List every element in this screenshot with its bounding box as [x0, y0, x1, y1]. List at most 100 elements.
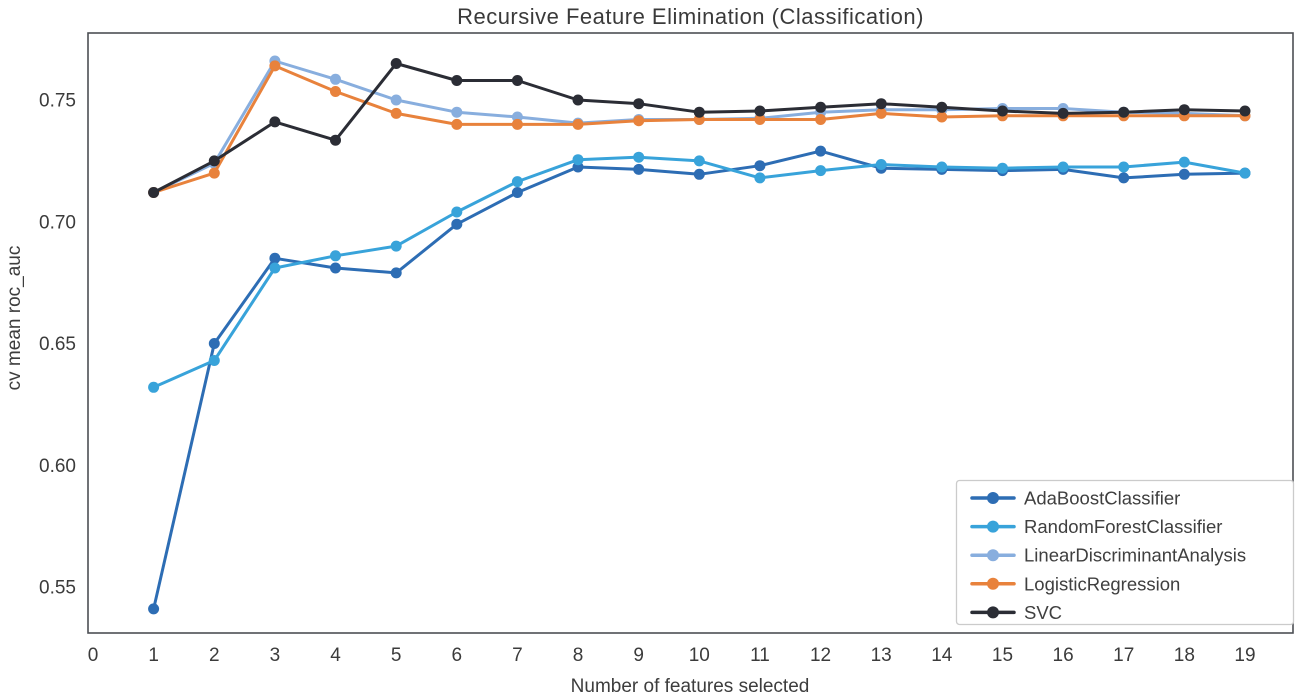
data-point-logisticregression	[936, 111, 948, 123]
data-point-svc	[451, 75, 463, 86]
data-point-adaboostclassifier	[815, 145, 827, 157]
data-point-svc	[936, 101, 948, 113]
data-point-lineardiscriminantanalysis	[451, 106, 463, 118]
x-tick-label: 19	[1234, 645, 1255, 666]
x-tick-label: 5	[391, 645, 402, 666]
data-point-randomforestclassifier	[208, 355, 220, 366]
data-point-randomforestclassifier	[875, 159, 887, 170]
legend-item-logisticregression: LogisticRegression	[970, 573, 1180, 594]
data-point-adaboostclassifier	[633, 163, 645, 175]
data-point-adaboostclassifier	[451, 218, 463, 230]
data-point-svc	[1178, 104, 1190, 116]
x-tick-label: 14	[931, 645, 953, 666]
data-point-logisticregression	[511, 118, 523, 130]
legend-box	[955, 479, 1295, 626]
legend-marker-logisticregression	[987, 577, 999, 590]
data-point-randomforestclassifier	[269, 262, 281, 274]
data-point-logisticregression	[815, 114, 827, 125]
legend-label-randomforestclassifier: RandomForestClassifier	[1024, 516, 1222, 537]
legend-marker-randomforestclassifier	[987, 520, 999, 533]
legend-marker-lineardiscriminantanalysis	[987, 549, 999, 562]
data-point-randomforestclassifier	[451, 206, 463, 218]
chart-title: Recursive Feature Elimination (Classific…	[457, 4, 924, 29]
data-point-adaboostclassifier	[1118, 172, 1130, 184]
x-tick-label: 11	[750, 645, 770, 666]
data-point-svc	[693, 106, 705, 118]
data-point-randomforestclassifier	[330, 250, 341, 262]
data-point-svc	[997, 105, 1008, 117]
data-point-svc	[1118, 106, 1130, 118]
x-tick-label: 4	[330, 645, 341, 666]
data-point-svc	[572, 94, 584, 106]
legend: AdaBoostClassifier RandomForestClassifier…	[955, 479, 1295, 626]
data-point-randomforestclassifier	[936, 161, 948, 173]
data-point-svc	[390, 58, 402, 69]
data-point-randomforestclassifier	[754, 172, 766, 184]
data-point-svc	[269, 116, 281, 128]
x-tick-label: 0	[88, 645, 99, 666]
data-point-randomforestclassifier	[815, 165, 827, 177]
data-point-logisticregression	[330, 86, 341, 97]
data-point-logisticregression	[269, 60, 281, 72]
data-point-svc	[511, 75, 523, 86]
data-point-randomforestclassifier	[148, 381, 160, 393]
data-point-svc	[148, 187, 160, 198]
data-point-svc	[875, 98, 887, 110]
data-point-svc	[208, 155, 220, 167]
x-axis-title: Number of features selected	[570, 676, 810, 697]
legend-marker-adaboostclassifier	[987, 492, 999, 504]
data-point-randomforestclassifier	[633, 151, 645, 163]
data-point-svc	[330, 134, 341, 146]
data-point-randomforestclassifier	[693, 155, 705, 167]
data-point-adaboostclassifier	[693, 168, 705, 180]
data-point-adaboostclassifier	[390, 267, 402, 279]
data-point-svc	[1057, 107, 1069, 119]
data-point-logisticregression	[208, 167, 220, 179]
x-tick-label: 10	[689, 645, 710, 666]
y-tick-label: 0.70	[39, 212, 76, 233]
x-tick-label: 9	[633, 645, 644, 666]
legend-item-lineardiscriminantanalysis: LinearDiscriminantAnalysis	[970, 545, 1246, 566]
legend-label-svc: SVC	[1024, 602, 1062, 623]
data-point-adaboostclassifier	[208, 338, 220, 349]
data-point-randomforestclassifier	[1239, 167, 1251, 179]
data-point-svc	[815, 101, 827, 113]
data-point-logisticregression	[633, 115, 645, 127]
data-point-logisticregression	[754, 114, 766, 125]
x-tick-label: 15	[992, 645, 1013, 666]
y-tick-labels: 0.55 0.60 0.65 0.70 0.75	[39, 91, 76, 599]
data-point-adaboostclassifier	[1178, 168, 1190, 180]
data-point-lineardiscriminantanalysis	[390, 94, 402, 106]
x-tick-label: 2	[209, 645, 220, 666]
x-tick-label: 12	[810, 645, 831, 666]
data-point-svc	[1239, 105, 1251, 117]
legend-item-adaboostclassifier: AdaBoostClassifier	[970, 487, 1180, 508]
data-point-svc	[633, 98, 645, 110]
x-tick-label: 16	[1053, 645, 1074, 666]
legend-marker-svc	[987, 606, 999, 619]
legend-label-logisticregression: LogisticRegression	[1024, 573, 1180, 594]
x-tick-label: 13	[871, 645, 892, 666]
data-point-lineardiscriminantanalysis	[330, 73, 341, 85]
data-point-logisticregression	[451, 118, 463, 130]
legend-label-adaboostclassifier: AdaBoostClassifier	[1024, 487, 1180, 508]
data-point-randomforestclassifier	[390, 240, 402, 252]
data-point-logisticregression	[875, 107, 887, 119]
data-point-randomforestclassifier	[1178, 156, 1190, 168]
series-randomforestclassifier	[148, 151, 1251, 393]
data-point-adaboostclassifier	[754, 160, 766, 172]
y-tick-label: 0.75	[39, 91, 76, 112]
x-tick-label: 18	[1174, 645, 1195, 666]
legend-item-svc: SVC	[970, 602, 1062, 623]
data-point-logisticregression	[390, 107, 402, 119]
data-point-randomforestclassifier	[1057, 161, 1069, 173]
data-point-logisticregression	[572, 118, 584, 130]
data-point-adaboostclassifier	[148, 603, 160, 615]
series-line-randomforestclassifier	[152, 155, 1247, 389]
legend-label-lineardiscriminantanalysis: LinearDiscriminantAnalysis	[1024, 545, 1246, 566]
x-tick-label: 3	[270, 645, 281, 666]
series-svc	[148, 58, 1251, 198]
data-point-randomforestclassifier	[1118, 161, 1130, 173]
